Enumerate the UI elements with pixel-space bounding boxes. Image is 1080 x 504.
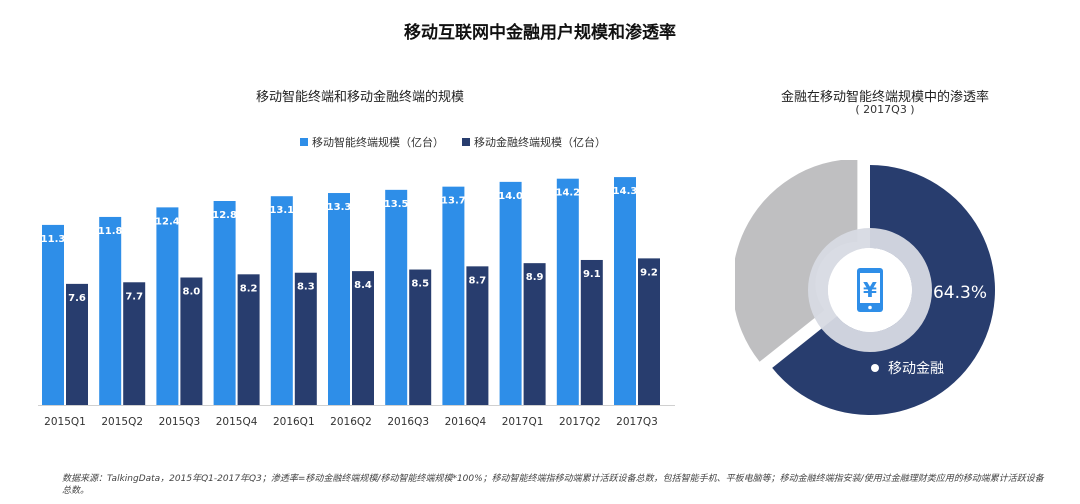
bar-s1-2017Q1 xyxy=(499,181,522,405)
x-tick-label-2017Q3: 2017Q3 xyxy=(616,416,658,428)
legend-swatch-series-1 xyxy=(300,138,308,146)
bar-s1-2017Q2 xyxy=(556,178,579,405)
x-tick-label-2015Q3: 2015Q3 xyxy=(159,416,201,428)
bar-s1-2015Q2 xyxy=(99,216,122,405)
legend-label-series-2: 移动金融终端规模（亿台） xyxy=(474,136,606,149)
bar-s1-2016Q4 xyxy=(442,186,465,405)
data-label-s1-2016Q4: 13.7 xyxy=(441,196,466,207)
bar-s2-2016Q2 xyxy=(352,271,374,405)
x-tick-label-2016Q2: 2016Q2 xyxy=(330,416,372,428)
bar-chart: 11.3 7.6 2015Q1 11.8 7.7 2015Q2 12.4 8.0 2015Q3 1… xyxy=(38,177,675,428)
pie-chart-title: 金融在移动智能终端规模中的渗透率 xyxy=(780,90,989,105)
data-label-s2-2017Q1: 8.9 xyxy=(526,272,544,283)
data-label-s1-2017Q2: 14.2 xyxy=(555,188,580,199)
data-label-s2-2016Q4: 8.7 xyxy=(469,275,487,286)
pie-chart: ¥64.3% 移动金融 xyxy=(735,160,995,415)
data-label-s2-2015Q2: 7.7 xyxy=(125,291,143,302)
bar-s1-2016Q2 xyxy=(328,193,350,405)
data-label-s1-2015Q2: 11.8 xyxy=(98,226,123,237)
legend-swatch-series-2 xyxy=(462,138,470,146)
pie-percent-label: 64.3% xyxy=(933,283,987,303)
pie-label-dot xyxy=(871,364,879,372)
bar-s2-2017Q1 xyxy=(523,263,546,405)
bar-s2-2016Q3 xyxy=(409,269,432,405)
bar-legend: 移动智能终端规模（亿台） 移动金融终端规模（亿台） xyxy=(300,134,606,150)
bar-s1-2015Q4 xyxy=(213,201,236,405)
x-tick-label-2015Q1: 2015Q1 xyxy=(44,416,86,428)
bar-chart-title: 移动智能终端和移动金融终端的规模 xyxy=(255,90,464,105)
data-label-s2-2017Q3: 9.2 xyxy=(640,267,658,278)
mobile-yuan-icon: ¥ xyxy=(857,268,883,312)
data-label-s2-2016Q1: 8.3 xyxy=(297,282,315,293)
data-label-s1-2015Q4: 12.8 xyxy=(212,210,237,221)
data-label-s1-2015Q3: 12.4 xyxy=(155,216,180,227)
legend-label-series-1: 移动智能终端规模（亿台） xyxy=(312,136,444,149)
legend-item-series-2: 移动金融终端规模（亿台） xyxy=(462,134,606,150)
data-label-s1-2016Q2: 13.3 xyxy=(327,202,352,213)
bar-s2-2015Q4 xyxy=(237,274,260,405)
x-tick-label-2017Q2: 2017Q2 xyxy=(559,416,601,428)
pie-inner-ring xyxy=(808,228,932,352)
bar-s2-2017Q3 xyxy=(638,258,660,405)
bar-s1-2016Q3 xyxy=(385,189,408,405)
bar-s2-2015Q2 xyxy=(123,282,146,405)
bar-s2-2016Q1 xyxy=(294,272,317,405)
bar-s1-2015Q1 xyxy=(42,224,64,405)
data-label-s1-2017Q1: 14.0 xyxy=(498,191,523,202)
bar-s2-2017Q2 xyxy=(580,259,603,405)
bar-s2-2016Q4 xyxy=(466,266,489,405)
bar-s1-2016Q1 xyxy=(270,196,293,405)
data-label-s2-2016Q2: 8.4 xyxy=(354,280,372,291)
svg-text:¥: ¥ xyxy=(863,278,877,302)
data-label-s2-2015Q1: 7.6 xyxy=(68,293,86,304)
bar-s2-2015Q3 xyxy=(180,277,203,405)
data-label-s2-2015Q3: 8.0 xyxy=(183,287,201,298)
x-tick-label-2015Q4: 2015Q4 xyxy=(216,416,258,428)
data-label-s1-2016Q3: 13.5 xyxy=(384,199,409,210)
pie-chart-subtitle: ( 2017Q3 ) xyxy=(855,103,915,116)
x-tick-label-2016Q3: 2016Q3 xyxy=(387,416,429,428)
x-tick-label-2017Q1: 2017Q1 xyxy=(502,416,544,428)
data-label-s2-2017Q2: 9.1 xyxy=(583,269,601,280)
legend-item-series-1: 移动智能终端规模（亿台） xyxy=(300,134,444,150)
pie-slice-mobile-finance xyxy=(772,165,995,415)
bar-s1-2017Q3 xyxy=(614,177,636,405)
data-label-s2-2015Q4: 8.2 xyxy=(240,283,258,294)
bar-s1-2015Q3 xyxy=(156,207,179,405)
x-tick-label-2016Q4: 2016Q4 xyxy=(445,416,487,428)
bar-s2-2015Q1 xyxy=(66,283,88,405)
data-label-s1-2016Q1: 13.1 xyxy=(269,205,294,216)
pie-slice-other xyxy=(735,160,858,362)
data-label-s1-2015Q1: 11.3 xyxy=(41,234,66,245)
x-tick-label-2016Q1: 2016Q1 xyxy=(273,416,315,428)
x-tick-label-2015Q2: 2015Q2 xyxy=(101,416,143,428)
pie-slice-label: 移动金融 xyxy=(888,361,944,377)
page-title: 移动互联网中金融用户规模和渗透率 xyxy=(404,23,676,43)
data-label-s1-2017Q3: 14.3 xyxy=(613,186,638,197)
data-label-s2-2016Q3: 8.5 xyxy=(411,279,429,290)
footnote-source: 数据来源：TalkingData，2015年Q1-2017年Q3；渗透率=移动金… xyxy=(62,474,1044,496)
